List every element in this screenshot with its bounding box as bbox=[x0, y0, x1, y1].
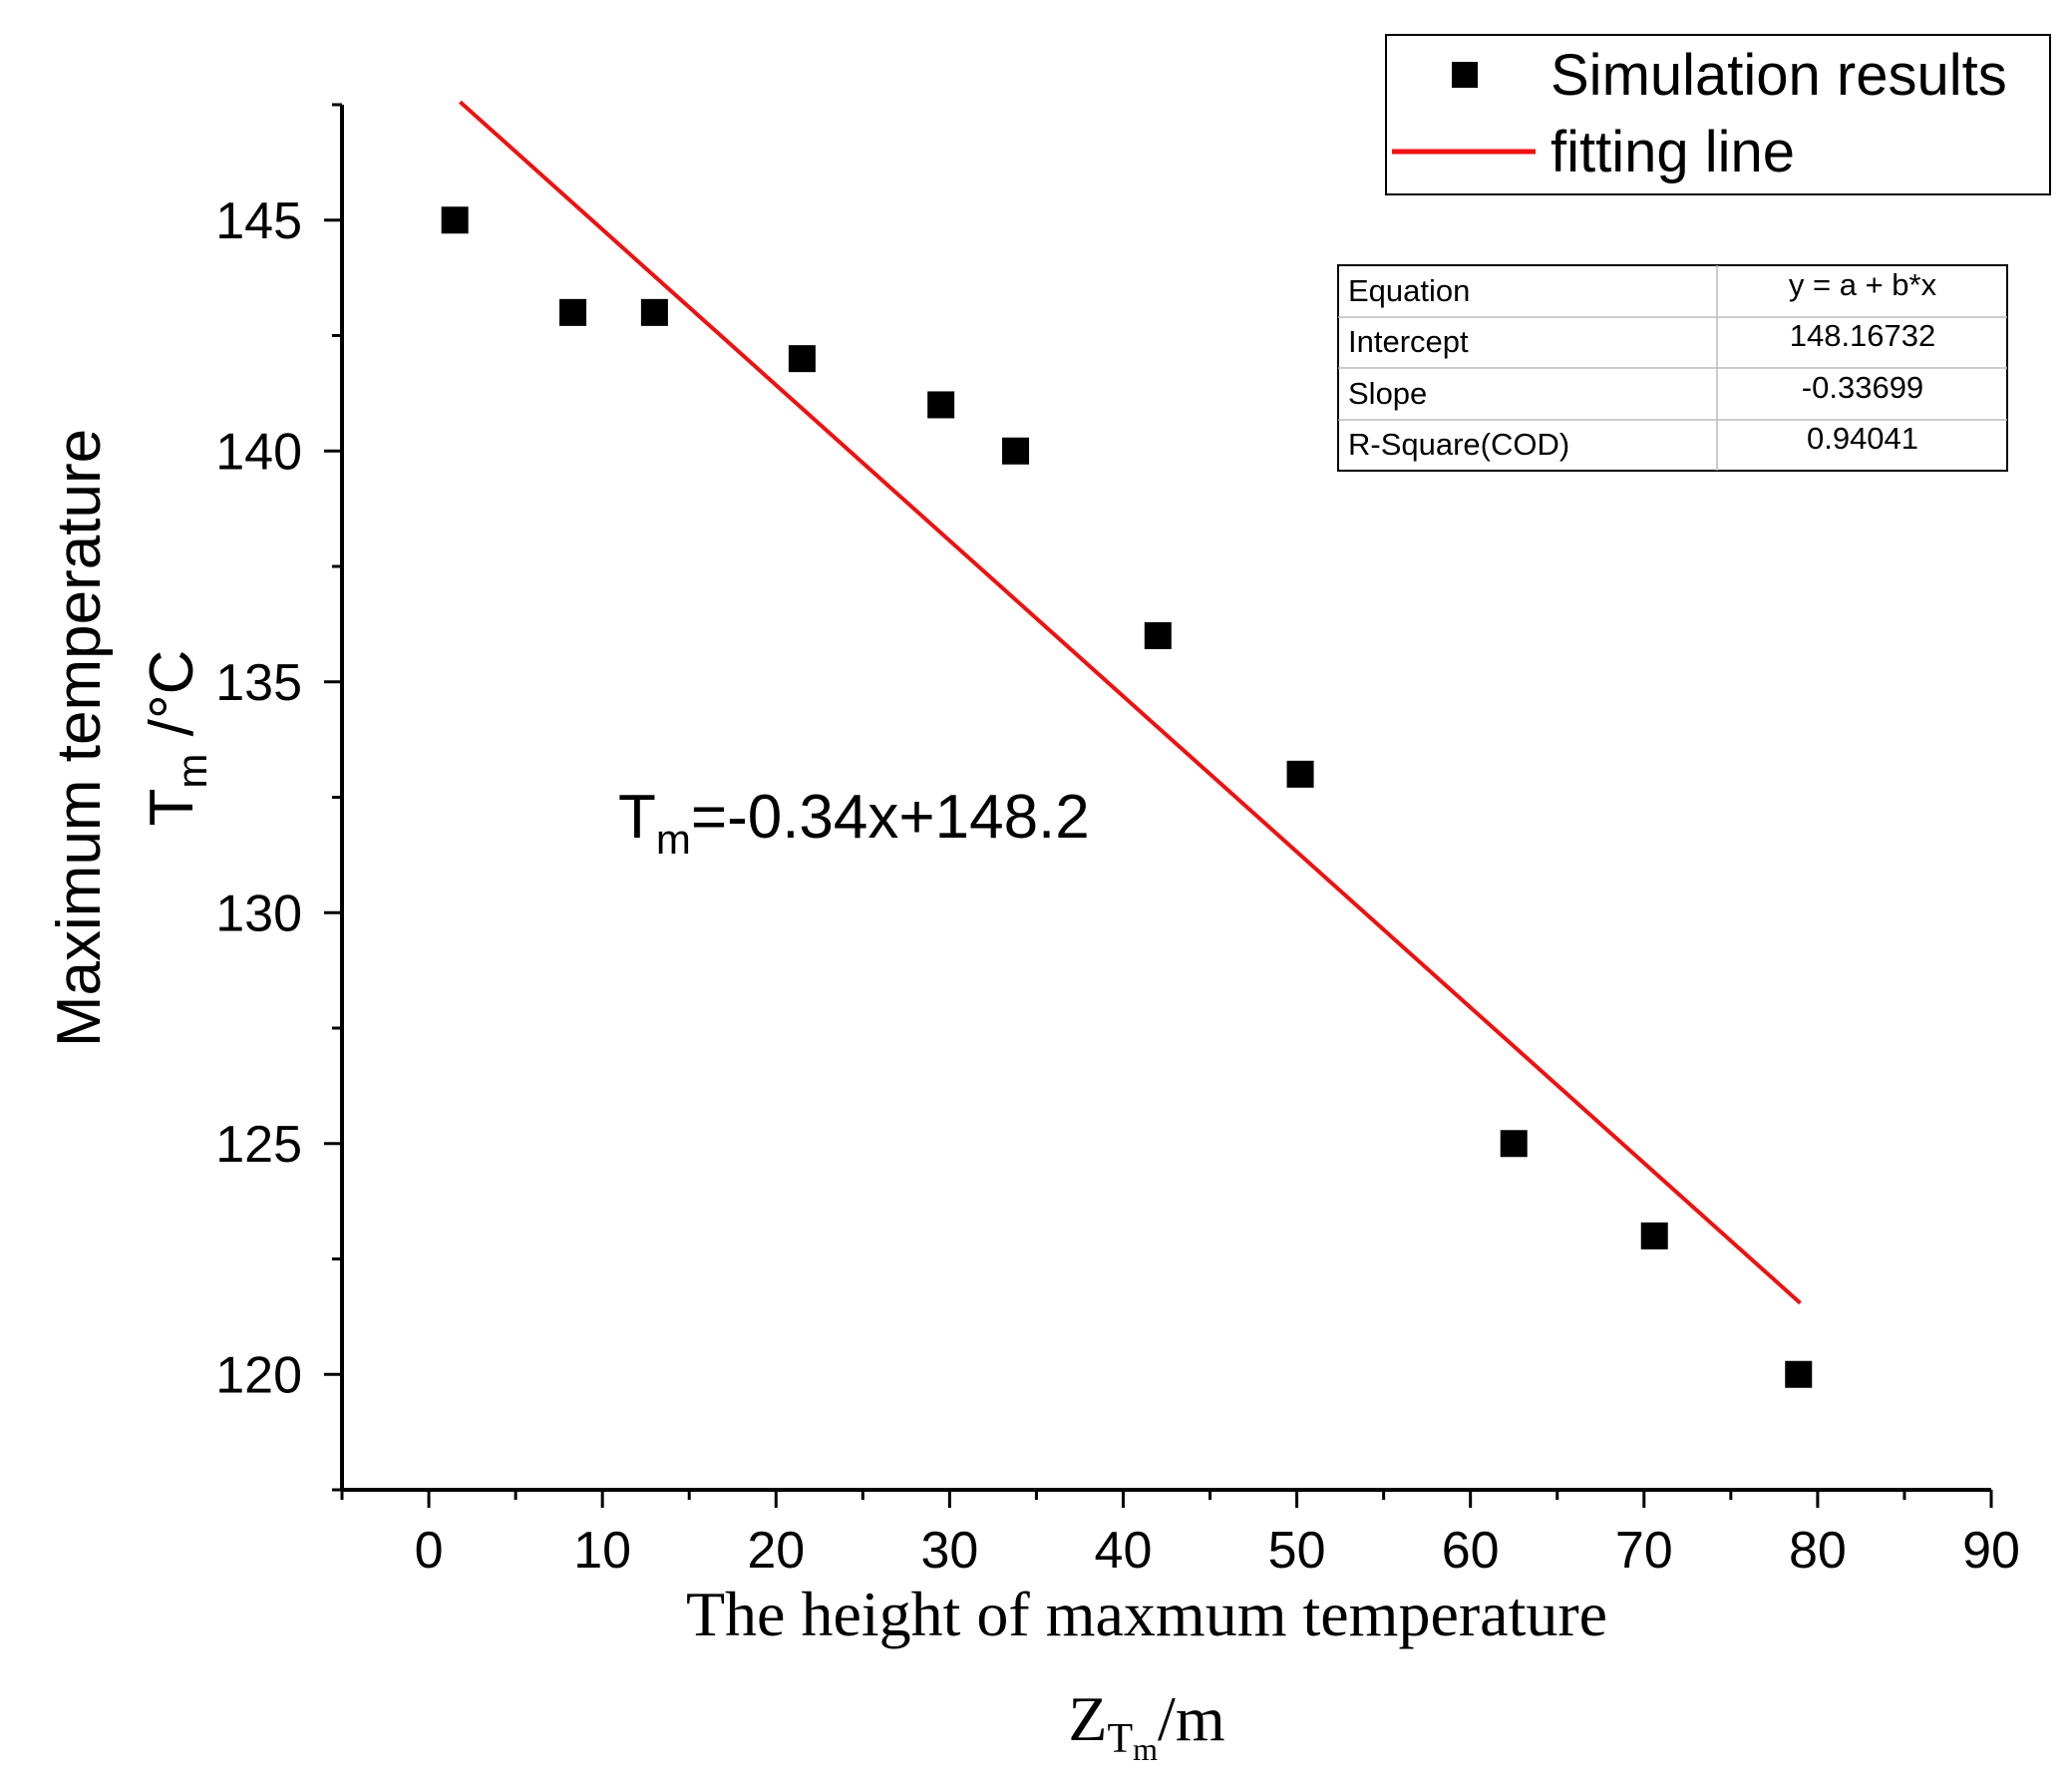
legend-marker-square bbox=[1452, 62, 1478, 88]
fit-table-label-slope: Slope bbox=[1348, 376, 1427, 411]
x-axis-unit: ZTm/m bbox=[1068, 1683, 1224, 1767]
legend: Simulation results fitting line bbox=[1385, 34, 2051, 195]
x-tick-label: 70 bbox=[1615, 1522, 1673, 1580]
y-tick-label: 130 bbox=[215, 885, 302, 942]
fit-table-value-slope: -0.33699 bbox=[1802, 370, 1923, 405]
eq-sub: m bbox=[656, 816, 691, 863]
x-unit-base: Z bbox=[1068, 1683, 1107, 1754]
x-axis-ticks: 0 10 20 30 40 50 60 70 80 90 bbox=[340, 1490, 2020, 1580]
data-point bbox=[1640, 1222, 1668, 1249]
fitting-line-series bbox=[459, 100, 1802, 1305]
fit-table-value-rsquare: 0.94041 bbox=[1807, 421, 1918, 456]
fit-table-label-intercept: Intercept bbox=[1348, 324, 1469, 359]
y-axis-title: Maximum temperature bbox=[45, 429, 114, 1047]
x-tick-label: 10 bbox=[573, 1522, 631, 1580]
x-axis-title-main: The height of maxmum temperature bbox=[686, 1579, 1607, 1649]
fit-table: Equation y = a + b*x Intercept 148.16732… bbox=[1337, 264, 2008, 472]
fit-equation-annotation: Tm=-0.34x+148.2 bbox=[618, 783, 1090, 863]
data-point bbox=[1785, 1360, 1813, 1388]
y-tick-label: 145 bbox=[215, 192, 302, 250]
y-unit-base: T bbox=[138, 789, 206, 827]
data-point bbox=[559, 298, 587, 326]
x-tick-label: 0 bbox=[415, 1522, 444, 1580]
fit-table-value-equation: y = a + b*x bbox=[1789, 267, 1937, 302]
data-point bbox=[1286, 760, 1314, 788]
fit-table-label-equation: Equation bbox=[1348, 273, 1470, 308]
y-unit-suffix: /°C bbox=[138, 650, 206, 754]
x-unit-subsub: m bbox=[1133, 1731, 1158, 1767]
data-point bbox=[640, 298, 668, 326]
y-axis-unit: Tm /°C bbox=[138, 650, 215, 827]
fit-table-value-intercept: 148.16732 bbox=[1790, 318, 1936, 353]
y-axis-ticks: 120 125 130 135 140 145 bbox=[215, 103, 342, 1492]
x-tick-label: 30 bbox=[920, 1522, 978, 1580]
legend-label-simulation: Simulation results bbox=[1551, 43, 2007, 108]
x-tick-label: 20 bbox=[747, 1522, 805, 1580]
data-point bbox=[788, 345, 816, 373]
x-tick-label: 90 bbox=[1962, 1522, 2020, 1580]
simulation-results-series bbox=[441, 206, 1813, 1388]
fit-table-label-rsquare: R-Square(COD) bbox=[1348, 427, 1569, 462]
data-point bbox=[441, 206, 469, 234]
y-unit-sub: m bbox=[169, 754, 215, 789]
svg-text:Tm /°C: Tm /°C bbox=[138, 650, 215, 827]
legend-label-fitting: fitting line bbox=[1551, 120, 1795, 184]
data-point bbox=[927, 391, 955, 419]
legend-box bbox=[1385, 34, 2051, 195]
eq-rest: =-0.34x+148.2 bbox=[691, 783, 1090, 852]
y-tick-label: 125 bbox=[215, 1116, 302, 1174]
x-unit-sub: T bbox=[1107, 1716, 1133, 1762]
eq-base: T bbox=[618, 783, 656, 852]
y-tick-label: 120 bbox=[215, 1346, 302, 1404]
x-tick-label: 80 bbox=[1789, 1522, 1847, 1580]
y-tick-label: 140 bbox=[215, 423, 302, 481]
x-tick-label: 60 bbox=[1442, 1522, 1500, 1580]
x-tick-label: 40 bbox=[1095, 1522, 1153, 1580]
x-tick-label: 50 bbox=[1268, 1522, 1326, 1580]
y-axis-title-main: Maximum temperature bbox=[45, 429, 114, 1047]
data-point bbox=[1144, 621, 1172, 649]
y-tick-label: 135 bbox=[215, 654, 302, 712]
data-point bbox=[1500, 1130, 1528, 1158]
data-point bbox=[1002, 437, 1030, 465]
x-unit-suffix: /m bbox=[1158, 1683, 1225, 1754]
fitting-line bbox=[459, 100, 1802, 1305]
